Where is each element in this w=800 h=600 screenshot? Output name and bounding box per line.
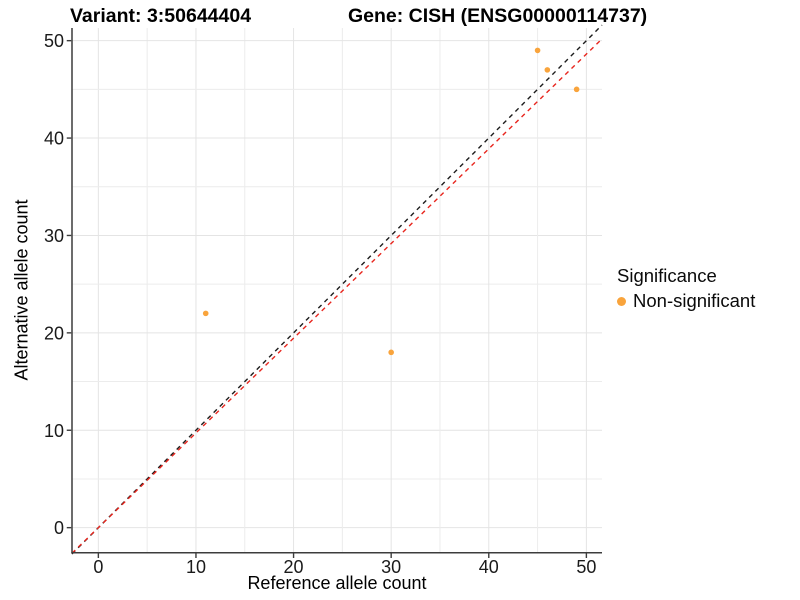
- fitted-line: [71, 38, 603, 554]
- y-tick-label: 50: [44, 31, 64, 51]
- legend-item: Non-significant: [617, 290, 755, 312]
- x-tick-label: 50: [576, 557, 596, 577]
- variant-title: Variant: 3:50644404: [70, 5, 252, 27]
- legend-item-label: Non-significant: [633, 290, 756, 311]
- y-tick-label: 40: [44, 129, 64, 149]
- x-tick-label: 40: [479, 557, 499, 577]
- legend: Significance Non-significant: [617, 265, 755, 312]
- x-axis-title: Reference allele count: [247, 573, 427, 593]
- data-point: [388, 349, 394, 356]
- x-tick-label: 30: [381, 557, 401, 577]
- data-point: [544, 67, 551, 73]
- x-tick-label: 0: [93, 557, 103, 577]
- identity-line: [71, 24, 603, 555]
- y-tick-label: 20: [44, 323, 64, 343]
- y-tick-label: 10: [44, 421, 64, 441]
- y-tick-label: 30: [44, 226, 64, 246]
- x-tick-label: 20: [284, 557, 304, 577]
- gene-title: Gene: CISH (ENSG00000114737): [348, 5, 648, 27]
- legend-point-icon: [617, 296, 626, 306]
- data-point: [202, 310, 209, 317]
- data-point: [534, 47, 541, 54]
- legend-title: Significance: [617, 265, 717, 286]
- x-tick-label: 10: [186, 557, 206, 577]
- data-point: [573, 86, 580, 93]
- y-tick-label: 0: [54, 518, 64, 538]
